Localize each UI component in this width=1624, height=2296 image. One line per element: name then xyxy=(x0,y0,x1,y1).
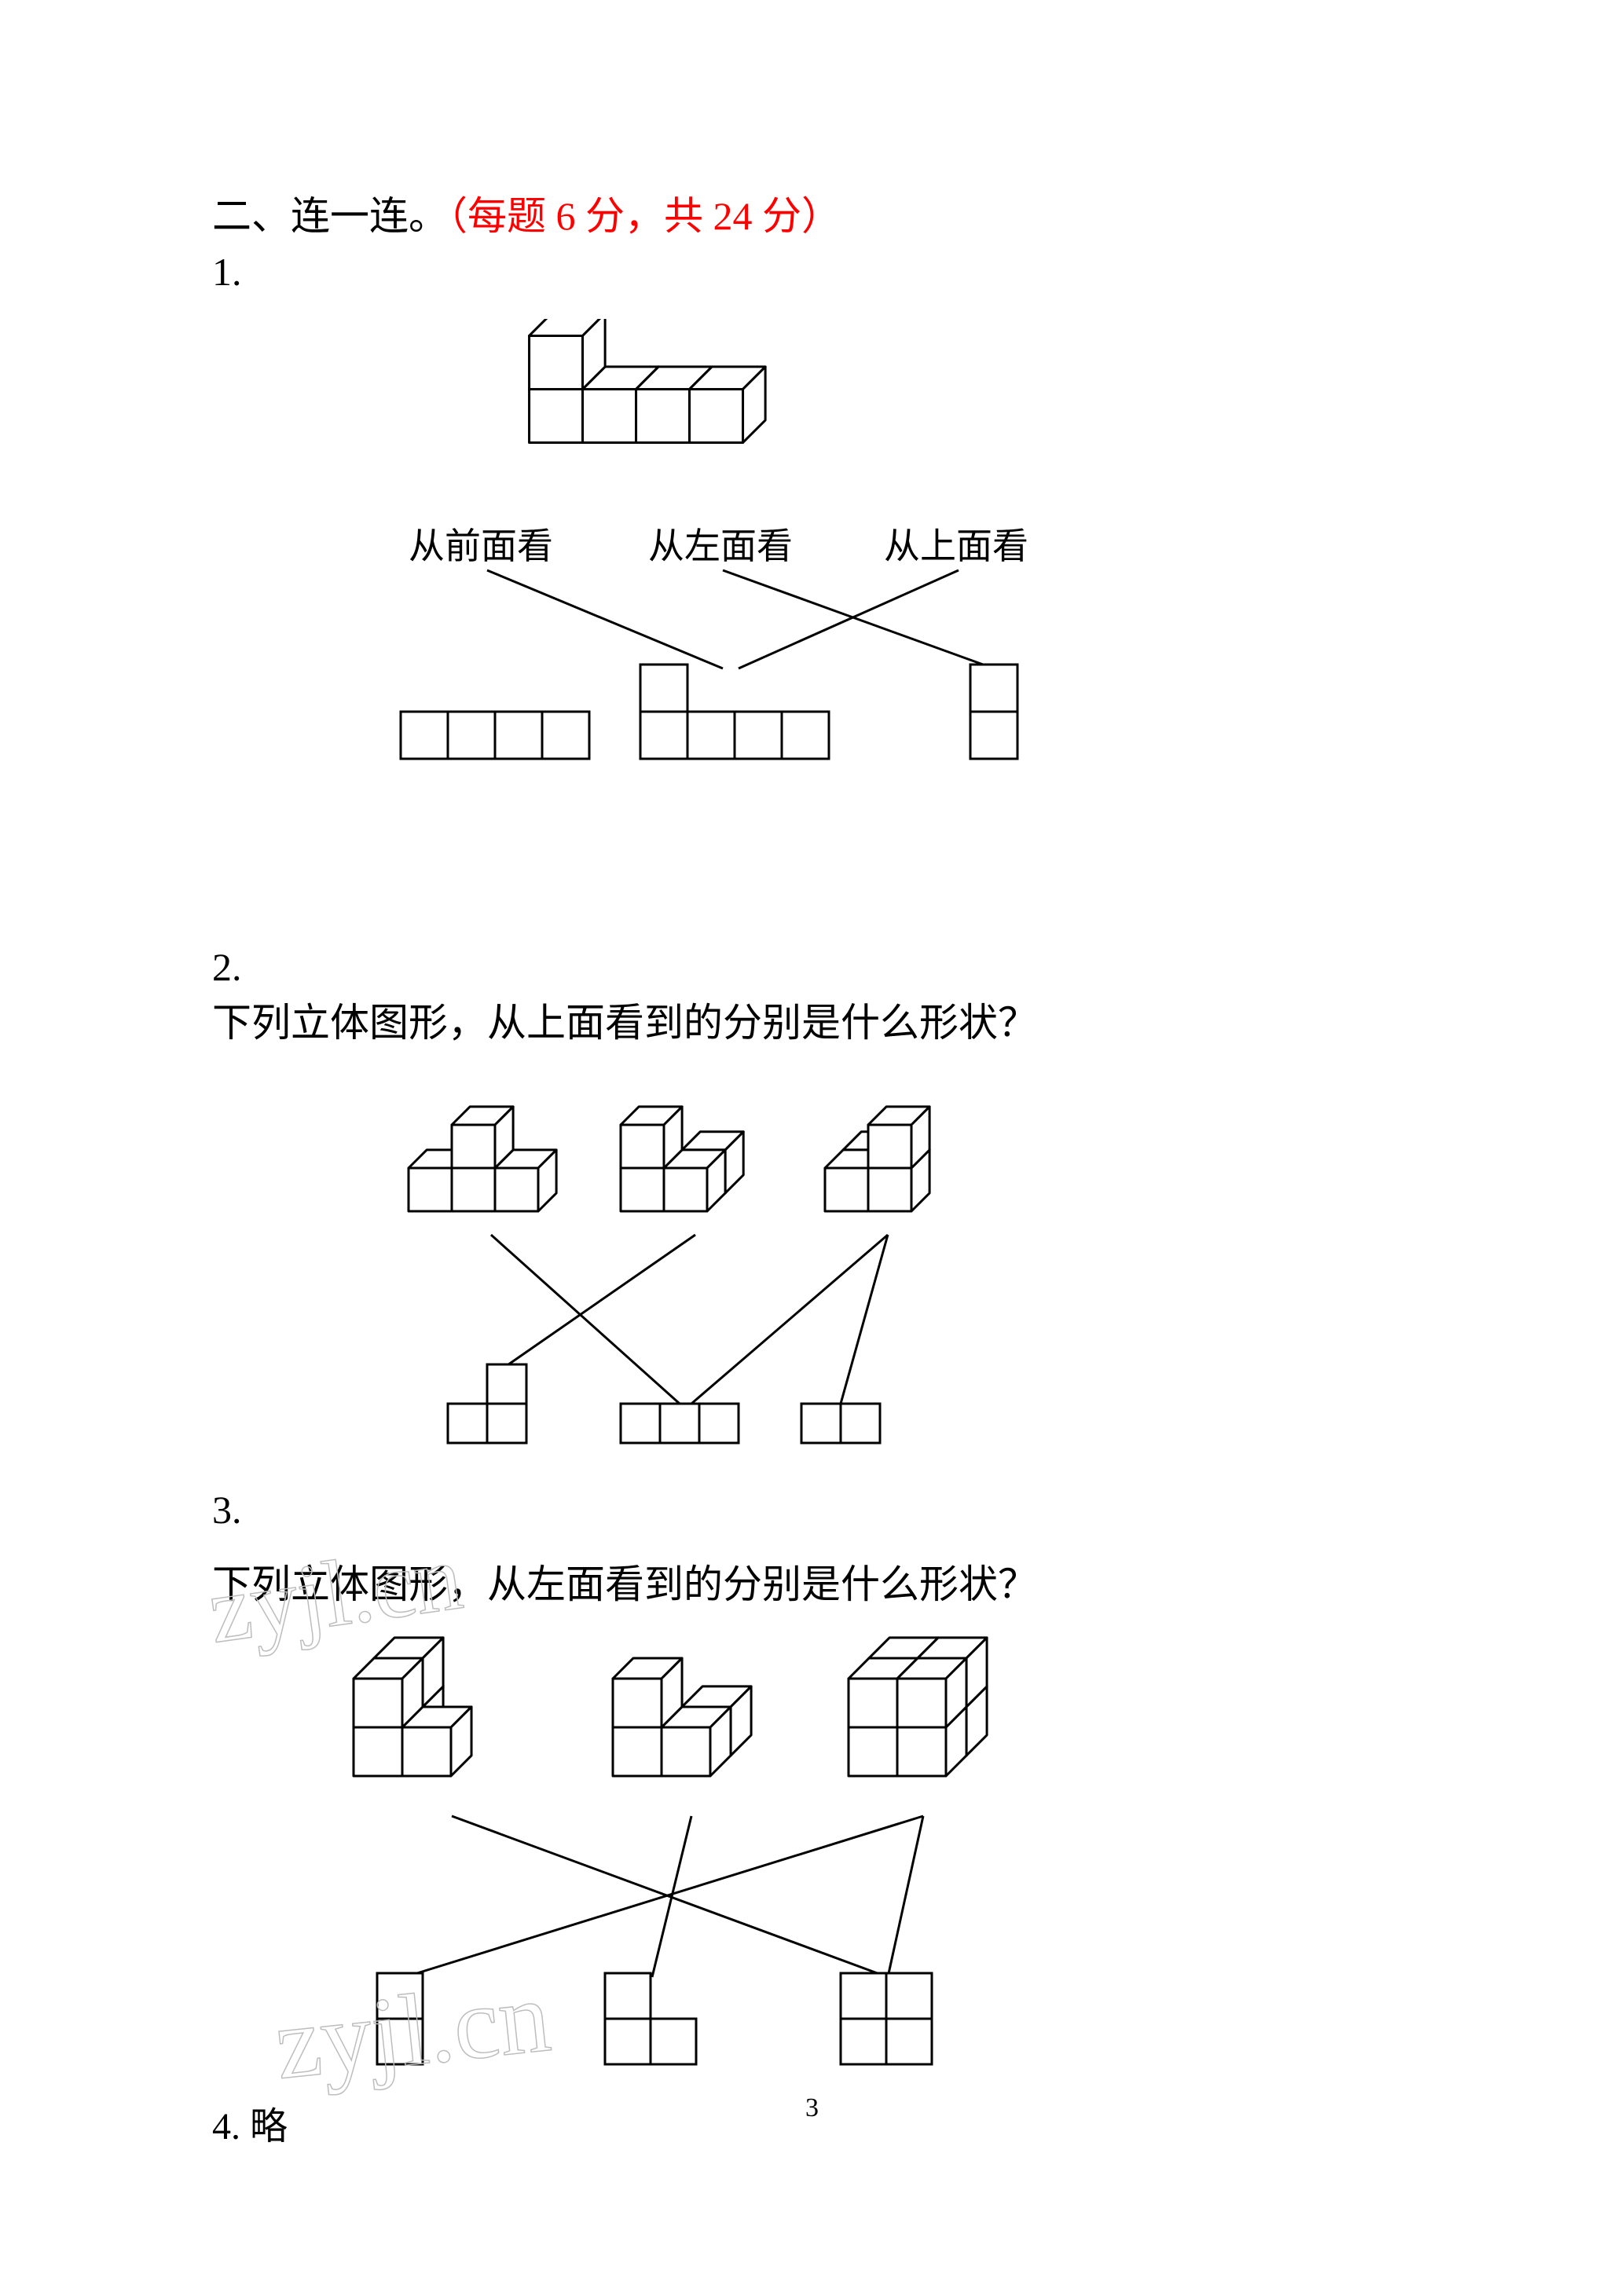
q3-figure-wrap xyxy=(212,1635,1412,2103)
q1-label-left: 从左面看 xyxy=(648,526,793,566)
q1-label-front: 从前面看 xyxy=(409,526,553,566)
q2-block: 2. 下列立体图形，从上面看到的分别是什么形状？ xyxy=(212,943,1412,1470)
q1-label-top: 从上面看 xyxy=(884,526,1028,566)
section-number: 二、 xyxy=(212,194,291,238)
q2-figure-wrap xyxy=(322,1082,1412,1470)
q2-prompt: 下列立体图形，从上面看到的分别是什么形状？ xyxy=(212,995,1412,1050)
page: 二、连一连。（每题 6 分，共 24 分） 1. 从前面看 从左面看 从上面看 2.… xyxy=(0,0,1624,2296)
q3-number: 3. xyxy=(212,1486,1412,1533)
q1-figure-wrap: 从前面看 从左面看 从上面看 xyxy=(322,319,1412,778)
q3-prompt: 下列立体图形，从左面看到的分别是什么形状？ xyxy=(212,1557,1412,1612)
q1-number: 1. xyxy=(212,248,1412,295)
section-title: 连一连。 xyxy=(291,194,448,238)
q1-figure: 从前面看 从左面看 从上面看 xyxy=(322,319,1076,774)
q2-number: 2. xyxy=(212,943,1412,991)
q2-figure xyxy=(322,1082,1029,1467)
page-number: 3 xyxy=(0,2093,1624,2123)
section-scoring: （每题 6 分，共 24 分） xyxy=(448,194,841,238)
q3-figure xyxy=(212,1635,1029,2099)
section-heading: 二、连一连。（每题 6 分，共 24 分） xyxy=(212,189,1412,244)
q3-block: 3. 下列立体图形，从左面看到的分别是什么形状？ xyxy=(212,1486,1412,2103)
